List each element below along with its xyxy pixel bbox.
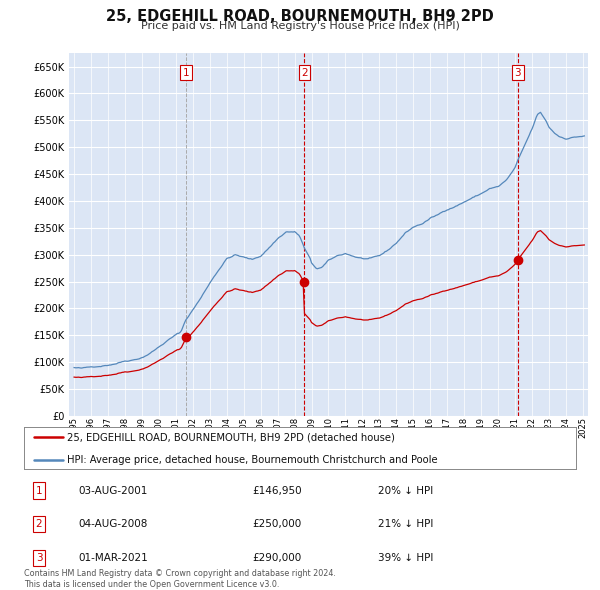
Text: HPI: Average price, detached house, Bournemouth Christchurch and Poole: HPI: Average price, detached house, Bour… — [67, 455, 437, 465]
Text: 04-AUG-2008: 04-AUG-2008 — [78, 519, 148, 529]
Text: 2: 2 — [35, 519, 43, 529]
Text: £146,950: £146,950 — [252, 486, 302, 496]
Text: 3: 3 — [515, 68, 521, 78]
Text: 2: 2 — [301, 68, 308, 78]
Text: £290,000: £290,000 — [252, 553, 301, 563]
Text: 01-MAR-2021: 01-MAR-2021 — [78, 553, 148, 563]
Text: Price paid vs. HM Land Registry's House Price Index (HPI): Price paid vs. HM Land Registry's House … — [140, 21, 460, 31]
Text: 21% ↓ HPI: 21% ↓ HPI — [378, 519, 433, 529]
Text: 20% ↓ HPI: 20% ↓ HPI — [378, 486, 433, 496]
Text: 25, EDGEHILL ROAD, BOURNEMOUTH, BH9 2PD (detached house): 25, EDGEHILL ROAD, BOURNEMOUTH, BH9 2PD … — [67, 432, 395, 442]
Text: 39% ↓ HPI: 39% ↓ HPI — [378, 553, 433, 563]
Text: £250,000: £250,000 — [252, 519, 301, 529]
Text: 1: 1 — [35, 486, 43, 496]
Text: 03-AUG-2001: 03-AUG-2001 — [78, 486, 148, 496]
Text: 1: 1 — [182, 68, 189, 78]
Text: 3: 3 — [35, 553, 43, 563]
Text: Contains HM Land Registry data © Crown copyright and database right 2024.
This d: Contains HM Land Registry data © Crown c… — [24, 569, 336, 589]
Text: 25, EDGEHILL ROAD, BOURNEMOUTH, BH9 2PD: 25, EDGEHILL ROAD, BOURNEMOUTH, BH9 2PD — [106, 9, 494, 24]
